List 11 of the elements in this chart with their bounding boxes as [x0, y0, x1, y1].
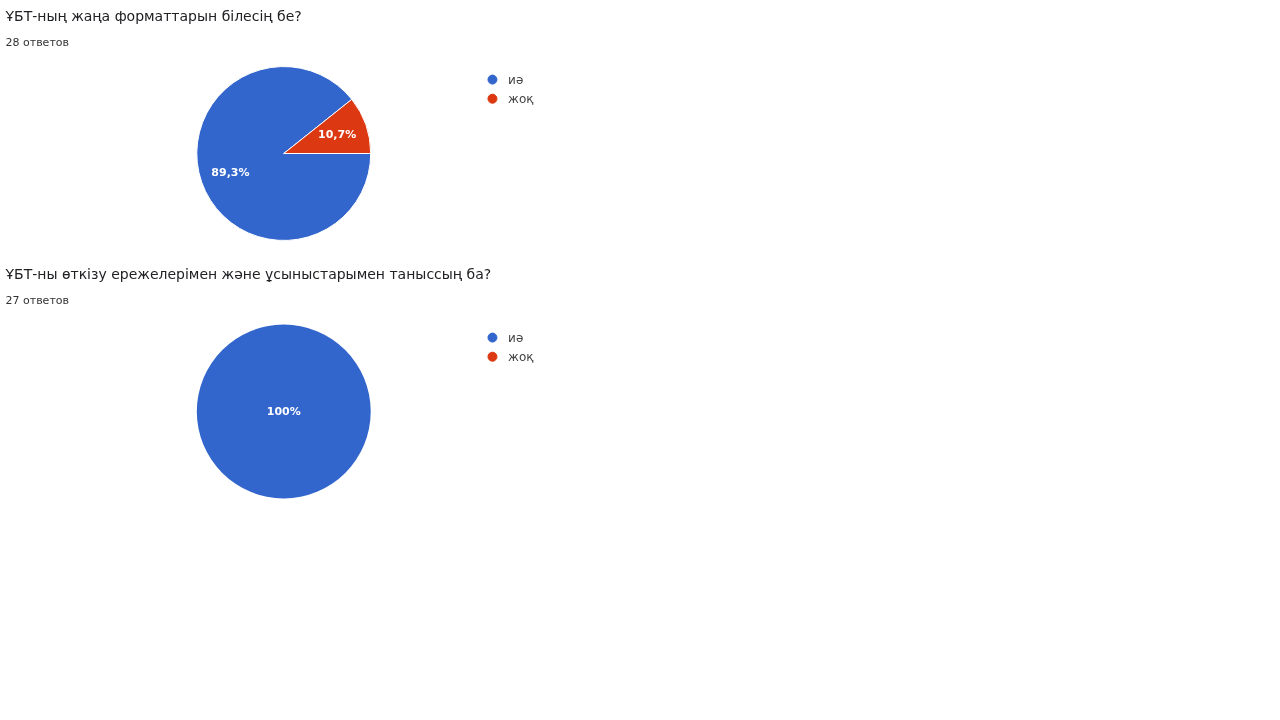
legend-label: жоқ: [508, 91, 535, 106]
data-label: 89,3%: [211, 165, 250, 179]
text: 28 ответов: [5, 35, 70, 49]
chart-title: ҰБТ-ны өткізу ережелерімен және ұсыныстарымен таныссың ба?: [4, 265, 492, 282]
chart-title: ҰБТ-ның жаңа форматтарын білесің бе?: [4, 7, 302, 24]
data-label: 100%: [266, 405, 301, 418]
text: 27 ответов: [5, 293, 70, 307]
legend-label: иә: [508, 330, 524, 345]
legend-label: иә: [508, 72, 524, 87]
data-label: 10,7%: [318, 128, 357, 142]
legend-label: жоқ: [508, 349, 535, 364]
